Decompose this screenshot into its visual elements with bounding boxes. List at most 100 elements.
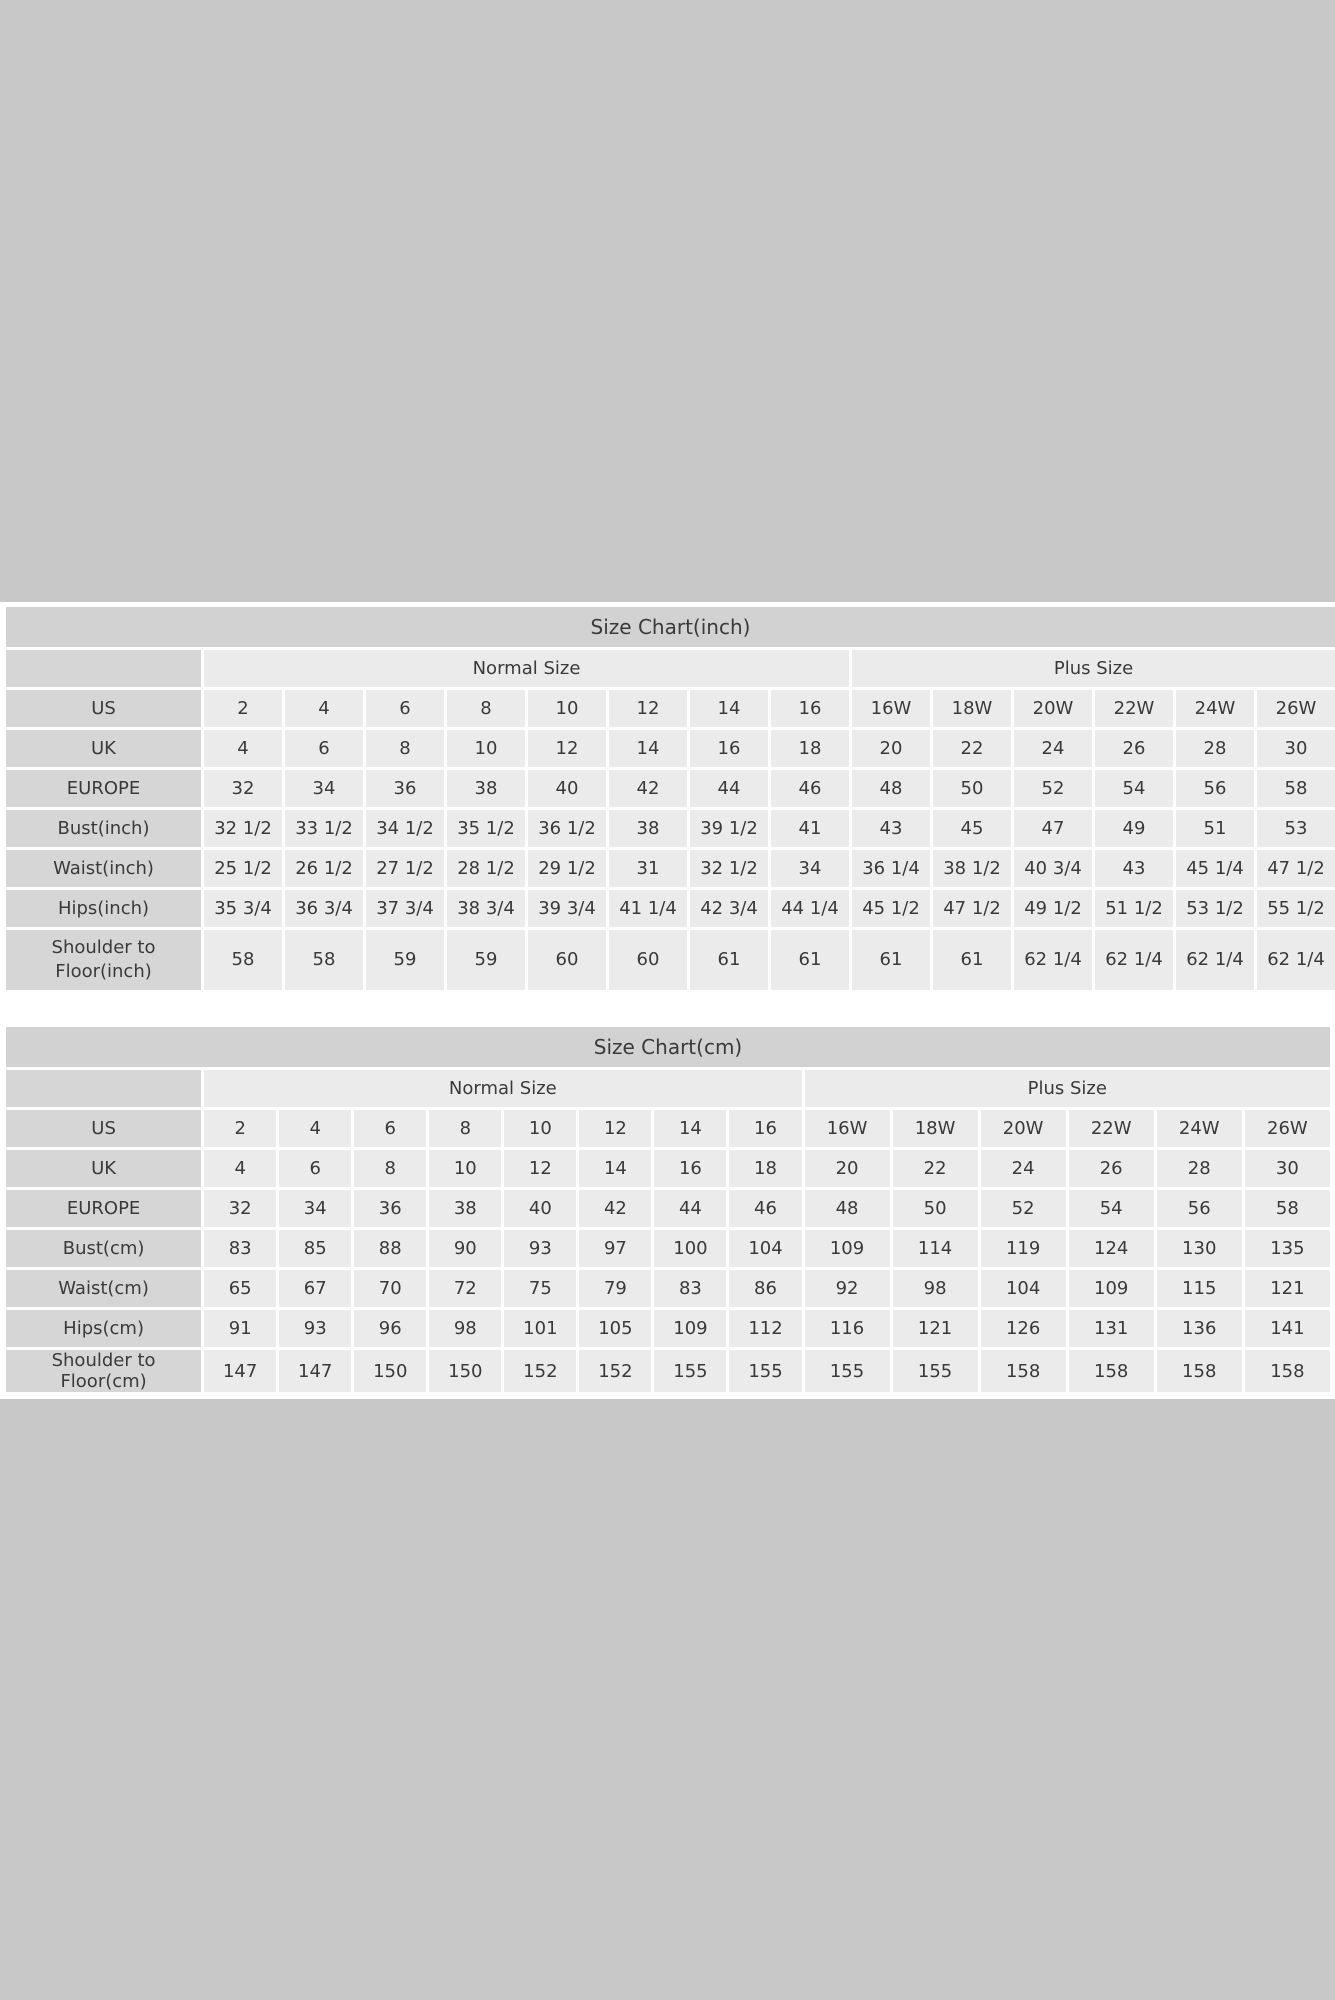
table-cell: 26 (1095, 730, 1173, 767)
table-cell: 43 (852, 810, 930, 847)
table-cell: 20W (1014, 690, 1092, 727)
table-cell: 152 (579, 1350, 652, 1392)
table-cell: 30 (1257, 730, 1335, 767)
table-cell: 147 (279, 1350, 352, 1392)
table-cell: 20 (852, 730, 930, 767)
table-cell: 49 (1095, 810, 1173, 847)
table-cell: 20W (980, 1110, 1066, 1147)
table-cell: 36 (366, 770, 444, 807)
table-cell: 45 1/4 (1176, 850, 1254, 887)
row-label: UK (6, 730, 201, 767)
table-cell: 65 (204, 1270, 277, 1307)
table-cell: 28 (1156, 1150, 1242, 1187)
table-cell: 43 (1095, 850, 1173, 887)
table-cell: 38 1/2 (933, 850, 1011, 887)
table-row: UK 4 6 8 10 12 14 16 18 20 22 24 26 28 30 (6, 730, 1335, 767)
table-cell: 70 (354, 1270, 427, 1307)
table-cell: 42 (579, 1190, 652, 1227)
table-cell: 116 (804, 1310, 890, 1347)
table-cell: 100 (654, 1230, 727, 1267)
table-cell: 61 (771, 930, 849, 990)
table-cell: 58 (1257, 770, 1335, 807)
table-cell: 150 (429, 1350, 502, 1392)
table-cell: 28 (1176, 730, 1254, 767)
table-cell: 16W (852, 690, 930, 727)
table-row: EUROPE 32 34 36 38 40 42 44 46 48 50 52 54 56 58 (6, 1190, 1330, 1227)
table-cell: 24 (980, 1150, 1066, 1187)
table-cell: 22W (1095, 690, 1173, 727)
table-cell: 97 (579, 1230, 652, 1267)
table-cell: 32 (204, 770, 282, 807)
table-cell: 10 (528, 690, 606, 727)
table-cell: 83 (204, 1230, 277, 1267)
table-cell: 131 (1068, 1310, 1154, 1347)
table-cell: 121 (892, 1310, 978, 1347)
table-cell: 12 (504, 1150, 577, 1187)
table-cell: 38 (429, 1190, 502, 1227)
table-cell: 38 3/4 (447, 890, 525, 927)
table-row: UK 4 6 8 10 12 14 16 18 20 22 24 26 28 30 (6, 1150, 1330, 1187)
table-row: US 2 4 6 8 10 12 14 16 16W 18W 20W 22W 24W 26W (6, 1110, 1330, 1147)
table-cell: 36 1/4 (852, 850, 930, 887)
table-cell: 4 (279, 1110, 352, 1147)
table-cell: 14 (690, 690, 768, 727)
table-cell: 35 1/2 (447, 810, 525, 847)
table-cell: 56 (1156, 1190, 1242, 1227)
table-cell: 26 1/2 (285, 850, 363, 887)
blank-header-cell (6, 650, 201, 687)
table-cell: 47 (1014, 810, 1092, 847)
row-label: Shoulder to Floor(cm) (6, 1350, 202, 1392)
row-label: Hips(inch) (6, 890, 201, 927)
row-label: Waist(cm) (6, 1270, 202, 1307)
table-cell: 41 (771, 810, 849, 847)
table-cell: 38 (609, 810, 687, 847)
table-cell: 105 (579, 1310, 652, 1347)
table-cell: 32 1/2 (204, 810, 282, 847)
table-cell: 42 (609, 770, 687, 807)
row-label: EUROPE (6, 1190, 202, 1227)
table-cell: 46 (729, 1190, 802, 1227)
table-cell: 10 (504, 1110, 577, 1147)
table-row: Waist(inch) 25 1/2 26 1/2 27 1/2 28 1/2 29 1/… (6, 850, 1335, 887)
table-cell: 45 (933, 810, 1011, 847)
table-cell: 42 3/4 (690, 890, 768, 927)
row-label: Hips(cm) (6, 1310, 202, 1347)
table-cell: 2 (204, 1110, 277, 1147)
table-cell: 62 1/4 (1095, 930, 1173, 990)
table-cell: 4 (204, 730, 282, 767)
row-label: Waist(inch) (6, 850, 201, 887)
table-cell: 60 (609, 930, 687, 990)
table-cell: 51 1/2 (1095, 890, 1173, 927)
table-cell: 18W (892, 1110, 978, 1147)
table-cell: 8 (447, 690, 525, 727)
group-header-plus: Plus Size (804, 1070, 1330, 1107)
table-cell: 34 (771, 850, 849, 887)
table-cell: 38 (447, 770, 525, 807)
table-cell: 26W (1244, 1110, 1330, 1147)
table-row: Hips(cm) 91 93 96 98 101 105 109 112 116 121 126 131… (6, 1310, 1330, 1347)
table-cell: 155 (654, 1350, 727, 1392)
table-cell: 58 (285, 930, 363, 990)
table-cell: 67 (279, 1270, 352, 1307)
table-cell: 35 3/4 (204, 890, 282, 927)
table-cell: 32 1/2 (690, 850, 768, 887)
table-cell: 22 (892, 1150, 978, 1187)
table-cell: 12 (528, 730, 606, 767)
table-cell: 158 (980, 1350, 1066, 1392)
table-cell: 158 (1244, 1350, 1330, 1392)
table-cell: 98 (429, 1310, 502, 1347)
table-cell: 18W (933, 690, 1011, 727)
table-cell: 124 (1068, 1230, 1154, 1267)
chart-title: Size Chart(cm) (6, 1027, 1330, 1067)
table-cell: 54 (1095, 770, 1173, 807)
table-row: US 2 4 6 8 10 12 14 16 16W 18W 20W 22W 24W 26W (6, 690, 1335, 727)
table-cell: 22W (1068, 1110, 1154, 1147)
row-label: Bust(inch) (6, 810, 201, 847)
table-row: Shoulder to Floor(cm) 147 147 150 150 152 152 1… (6, 1350, 1330, 1392)
table-cell: 29 1/2 (528, 850, 606, 887)
table-cell: 59 (366, 930, 444, 990)
table-cell: 112 (729, 1310, 802, 1347)
table-cell: 27 1/2 (366, 850, 444, 887)
table-cell: 34 1/2 (366, 810, 444, 847)
table-cell: 83 (654, 1270, 727, 1307)
